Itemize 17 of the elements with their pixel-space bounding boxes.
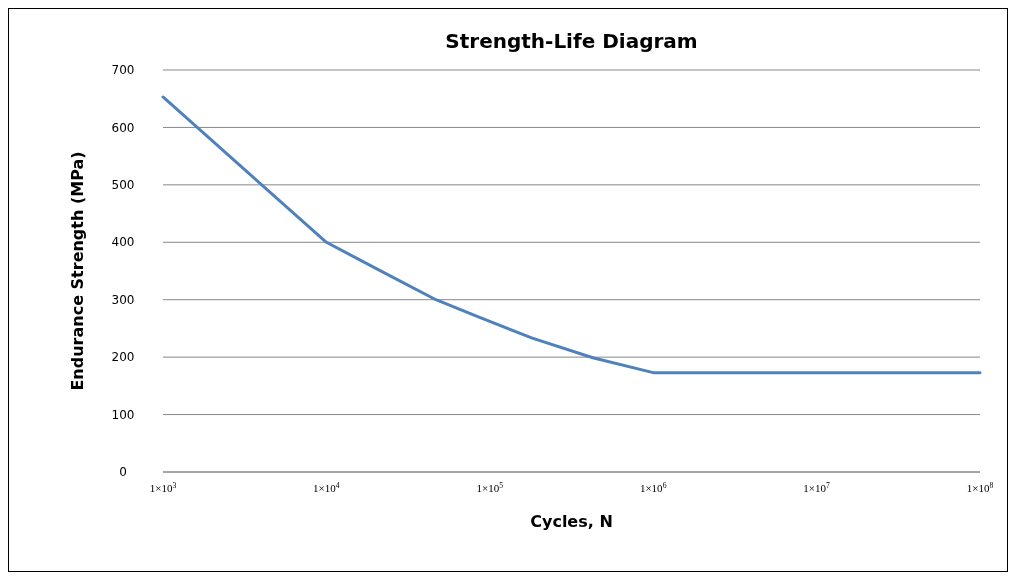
x-tick-label: 1×10$^{6}$ — [639, 480, 667, 494]
y-tick-label: 200 — [111, 350, 135, 365]
x-tick-label: 1×10$^{5}$ — [476, 480, 504, 494]
y-tick-label: 700 — [111, 63, 135, 78]
x-tick-label: 1×10$^{7}$ — [803, 480, 831, 494]
y-tick-label: 500 — [111, 178, 135, 193]
chart-title: Strength-Life Diagram — [445, 29, 698, 53]
y-tick-label: 300 — [111, 292, 135, 307]
y-tick-label: 0 — [119, 465, 127, 480]
x-tick-label: 1×10$^{8}$ — [966, 480, 994, 494]
y-tick-label: 100 — [111, 407, 135, 422]
y-axis-title: Endurance Strength (MPa) — [68, 151, 87, 391]
y-tick-label: 400 — [111, 235, 135, 250]
x-tick-label: 1×10$^{3}$ — [149, 480, 177, 494]
y-tick-label: 600 — [111, 120, 135, 135]
x-axis-title: Cycles, N — [530, 512, 613, 531]
x-tick-label: 1×10$^{4}$ — [313, 480, 340, 494]
